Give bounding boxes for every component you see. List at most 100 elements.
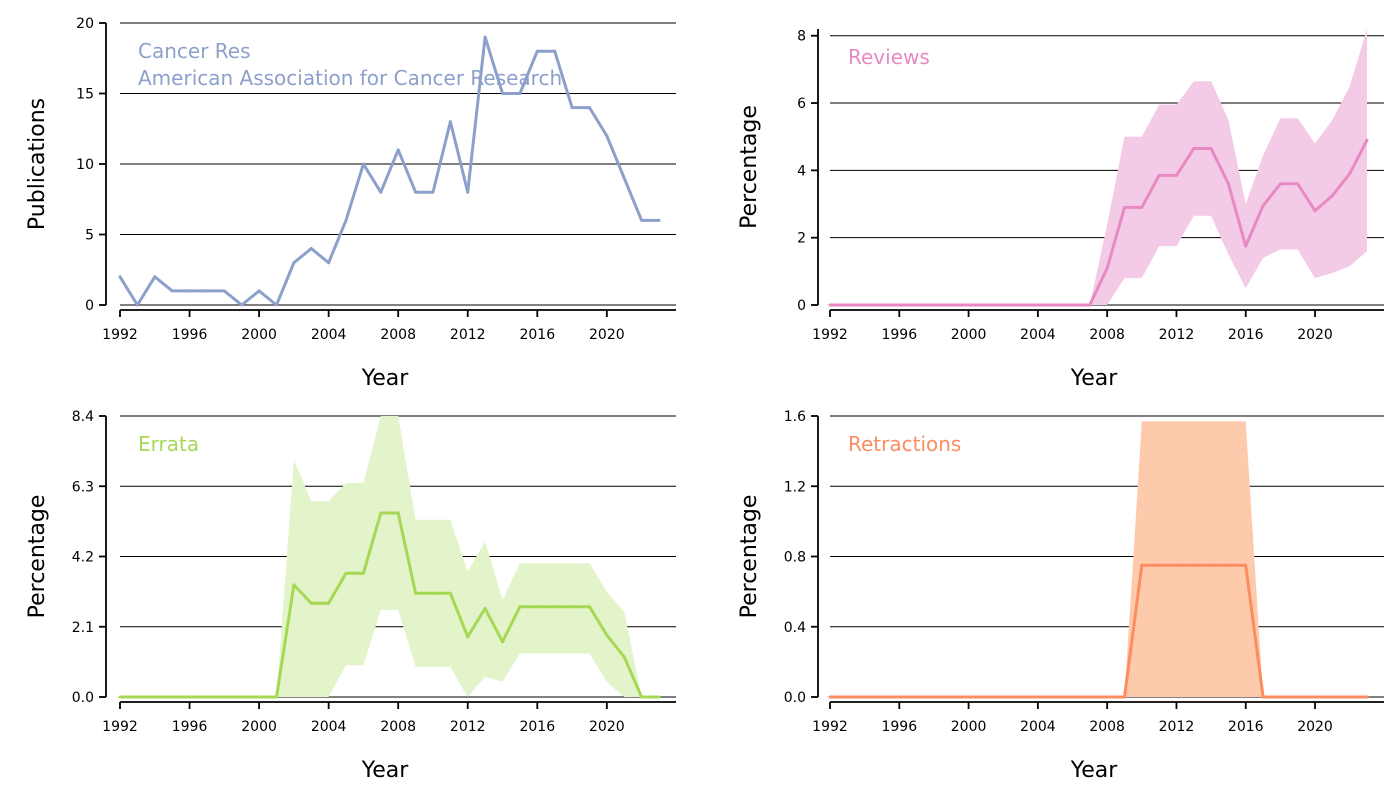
data-point [880,303,884,307]
panel-label: Cancer Res [138,39,251,63]
chart-panel-errata: 0.0 2.1 4.2 6.3 8.4 1992 1996 2000 2004 2008 2012 2… [25,409,676,783]
x-tick-label: 1992 [102,719,138,735]
data-point [1140,205,1144,209]
data-point [344,571,348,575]
data-point [222,289,226,293]
data-point [1192,146,1196,150]
data-point [466,635,470,639]
data-point [880,695,884,699]
x-axis-label: Year [1070,758,1119,783]
y-tick-label: 0 [797,298,806,314]
y-tick-label: 8.4 [72,409,94,425]
x-tick-label: 1992 [102,327,138,343]
data-point [640,695,644,699]
data-point [1019,695,1023,699]
data-point [1226,182,1230,186]
x-tick-label: 2016 [519,327,555,343]
data-point [1157,173,1161,177]
y-tick-label: 2 [797,231,806,247]
data-point [1296,182,1300,186]
y-tick-label: 0.0 [72,690,94,706]
data-point [570,106,574,110]
data-point [222,695,226,699]
x-tick-label: 1996 [881,719,917,735]
data-point [1348,695,1352,699]
data-point [483,35,487,39]
data-point [448,120,452,124]
data-point [897,303,901,307]
panel-label: Errata [138,432,199,456]
data-point [1330,695,1334,699]
data-point [396,511,400,515]
data-point [1001,303,1005,307]
data-point [431,190,435,194]
confidence-band [830,421,1367,697]
y-tick-label: 4 [797,163,806,179]
data-point [587,605,591,609]
x-tick-label: 2008 [380,327,416,343]
y-tick-label: 0.0 [784,690,806,706]
data-point [431,591,435,595]
x-tick-label: 1992 [812,327,848,343]
x-tick-label: 2000 [951,327,987,343]
x-tick-label: 2008 [1089,719,1125,735]
data-point [657,695,661,699]
y-tick-label: 4.2 [72,550,94,566]
data-point [1036,695,1040,699]
data-point [188,289,192,293]
data-point [292,583,296,587]
data-point [932,695,936,699]
data-point [1088,695,1092,699]
panel-label: Retractions [848,432,961,456]
data-point [1053,695,1057,699]
data-point [518,605,522,609]
data-point [466,190,470,194]
x-axis-label: Year [1070,366,1119,391]
data-point [118,695,122,699]
data-point [1244,244,1248,248]
data-point [1278,695,1282,699]
y-tick-label: 20 [76,16,94,32]
data-point [1071,695,1075,699]
data-point [1174,563,1178,567]
x-tick-label: 2008 [380,719,416,735]
data-point [1278,182,1282,186]
data-point [1140,563,1144,567]
x-tick-label: 2012 [1159,719,1195,735]
y-tick-label: 15 [76,87,94,103]
data-point [274,303,278,307]
data-point [845,303,849,307]
data-point [1348,172,1352,176]
data-point [327,601,331,605]
data-point [1192,563,1196,567]
data-point [605,134,609,138]
data-point [170,695,174,699]
data-point [501,640,505,644]
data-point [1313,695,1317,699]
data-point [379,190,383,194]
data-point [361,571,365,575]
y-tick-label: 1.2 [784,479,806,495]
x-tick-label: 2000 [951,719,987,735]
x-tick-label: 2012 [450,719,486,735]
data-point [501,92,505,95]
data-point [361,162,365,166]
data-point [1209,563,1213,567]
data-point [1365,695,1369,699]
x-tick-label: 2020 [1297,719,1333,735]
data-point [205,695,209,699]
data-point [118,275,122,279]
data-point [257,695,261,699]
data-point [553,605,557,609]
data-point [915,695,919,699]
data-point [1019,303,1023,307]
x-tick-label: 2020 [1297,327,1333,343]
data-point [170,289,174,293]
x-tick-label: 2004 [1020,327,1056,343]
data-point [1053,303,1057,307]
data-point [1296,695,1300,699]
data-point [1313,209,1317,213]
data-point [1071,303,1075,307]
data-point [1088,303,1092,307]
